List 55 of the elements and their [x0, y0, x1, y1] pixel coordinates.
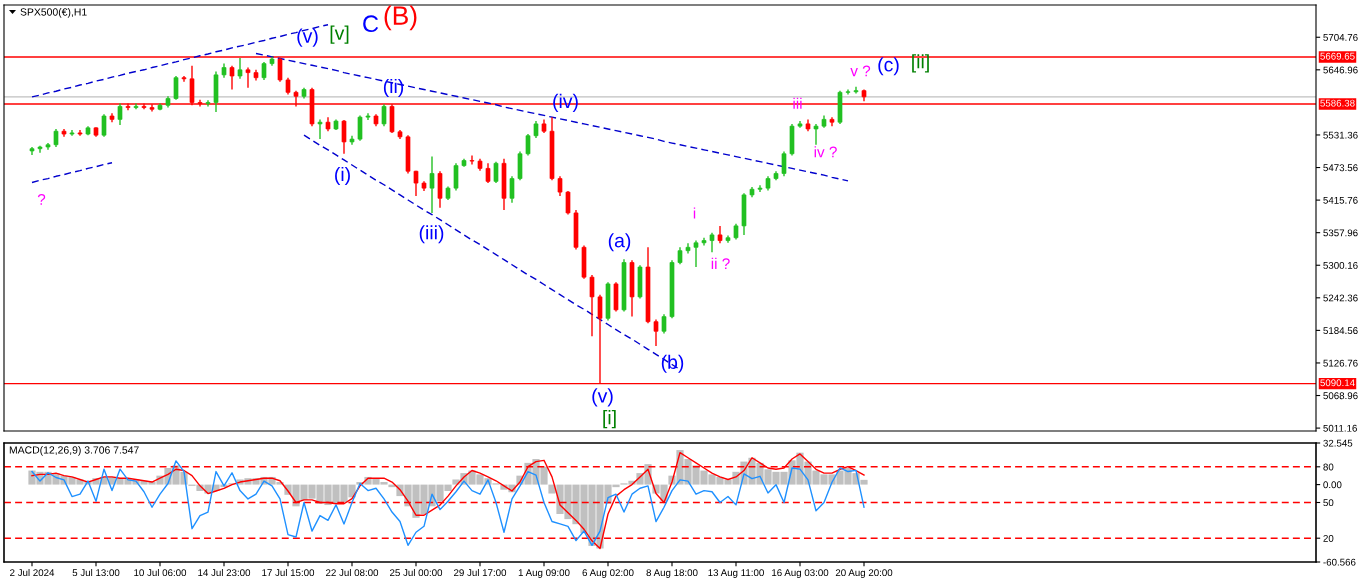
annotation: (v) — [592, 388, 613, 407]
annotation: (v) — [297, 28, 318, 47]
y-tick-label: 5184.56 — [1323, 327, 1358, 334]
annotation: C — [363, 15, 379, 33]
y-tick-label: -60.566 — [1323, 558, 1356, 566]
annotation: iv ? — [814, 146, 837, 158]
x-tick-label: 20 Aug 20:00 — [835, 569, 893, 579]
x-tick-label: 14 Jul 23:00 — [198, 568, 251, 577]
x-tick-label: 8 Aug 18:00 — [646, 569, 698, 579]
y-tick-label: 0.00 — [1323, 481, 1342, 489]
y2-tick-label: 50 — [1323, 499, 1334, 507]
x-tick-label: 22 Jul 08:00 — [326, 568, 379, 577]
y-tick-label: 5242.36 — [1323, 294, 1358, 302]
y-tick-label: 5704.76 — [1323, 33, 1358, 41]
annotation: (a) — [608, 233, 631, 252]
annotation: i — [693, 207, 696, 219]
x-tick-label: 16 Aug 03:00 — [772, 569, 829, 579]
x-tick-label: 1 Aug 09:00 — [518, 569, 570, 579]
annotation: [ii] — [912, 54, 929, 73]
y2-tick-label: 80 — [1323, 463, 1334, 471]
y-tick-label: 5068.96 — [1323, 392, 1358, 400]
y-tick-label: 5357.96 — [1323, 229, 1358, 237]
chart-title: SPX500(€),H1 — [20, 8, 87, 18]
y-tick-label: 5531.36 — [1323, 131, 1358, 139]
annotation: v ? — [850, 65, 871, 77]
y-tick-label: 5011.16 — [1323, 424, 1357, 432]
x-tick-label: 25 Jul 00:00 — [390, 568, 443, 577]
annotation: (iii) — [419, 225, 444, 244]
annotation: [v] — [330, 25, 349, 44]
y-tick-label: 5126.76 — [1323, 359, 1358, 367]
ref-line-label: 5090.14 — [1320, 379, 1355, 387]
x-tick-label: 13 Aug 11:00 — [708, 569, 764, 579]
annotation: (ii) — [383, 78, 404, 98]
x-tick-label: 2 Jul 2024 — [10, 568, 55, 577]
x-tick-label: 5 Jul 13:00 — [72, 568, 120, 577]
y-tick-label: 5300.16 — [1323, 261, 1358, 269]
annotation: (i) — [335, 166, 350, 186]
x-tick-label: 29 Jul 17:00 — [454, 568, 507, 577]
y-tick-label: 5473.56 — [1323, 164, 1358, 172]
annotation: (c) — [878, 57, 899, 76]
x-tick-label: 6 Aug 02:00 — [582, 569, 634, 579]
annotation: [i] — [603, 410, 616, 429]
x-tick-label: 17 Jul 15:00 — [262, 568, 315, 577]
annotation: ? — [37, 193, 46, 205]
y2-tick-label: 20 — [1323, 534, 1334, 542]
ref-line-label: 5586.38 — [1320, 99, 1355, 107]
y-tick-label: 5415.76 — [1323, 196, 1358, 204]
ref-line-label: 5669.65 — [1320, 52, 1355, 60]
y-tick-label: 32.545 — [1323, 439, 1353, 447]
chart-title: MACD(12,26,9) 3.706 7.547 — [9, 446, 139, 456]
x-tick-label: 10 Jul 06:00 — [134, 568, 187, 577]
y-tick-label: 5646.96 — [1323, 66, 1358, 74]
annotation: (B) — [384, 5, 417, 31]
annotation: ii ? — [711, 257, 730, 269]
annotation: (b) — [661, 354, 684, 373]
